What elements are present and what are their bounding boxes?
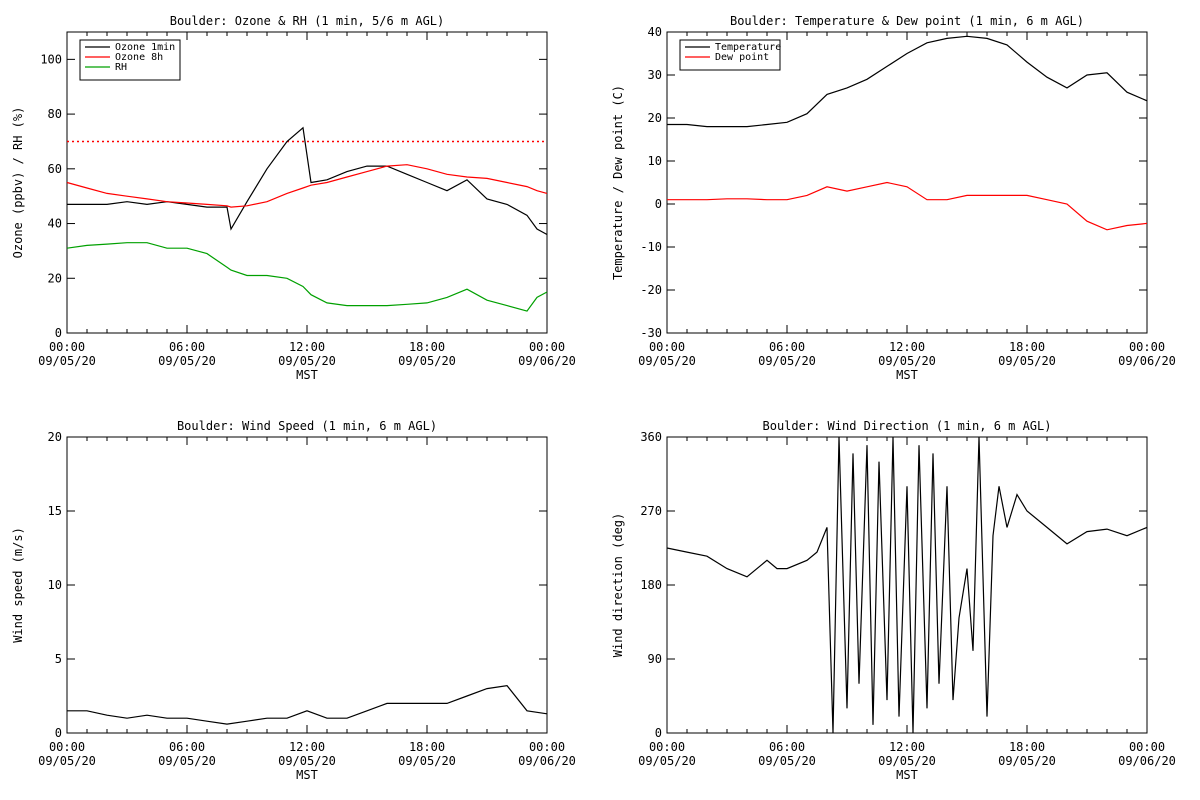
y-tick-label: 0 xyxy=(655,726,662,740)
x-tick-label-date: 09/05/20 xyxy=(758,354,816,368)
x-tick-label-date: 09/05/20 xyxy=(278,754,336,768)
y-tick-label: 30 xyxy=(648,68,662,82)
x-tick-label-date: 09/05/20 xyxy=(38,754,96,768)
chart-wind-speed: Boulder: Wind Speed (1 min, 6 m AGL) 0 5 10… xyxy=(11,419,576,782)
x-tick-label-date: 09/05/20 xyxy=(38,354,96,368)
series-line xyxy=(66,242,548,312)
x-tick-label-time: 06:00 xyxy=(169,340,205,354)
series-line xyxy=(67,684,548,725)
x-axis-label: MST xyxy=(296,768,318,782)
x-tick-label-date: 09/05/20 xyxy=(998,754,1056,768)
x-tick-label-date: 09/05/20 xyxy=(878,354,936,368)
chart-temperature-dewpoint: Boulder: Temperature & Dew point (1 min,… xyxy=(611,14,1176,382)
x-tick-label-date: 09/05/20 xyxy=(758,754,816,768)
y-tick-label: 360 xyxy=(640,430,662,444)
y-axis-label: Wind speed (m/s) xyxy=(11,527,25,643)
x-tick-label-date: 09/05/20 xyxy=(638,354,696,368)
legend-label: Ozone 8h xyxy=(115,52,163,63)
y-tick-label: 0 xyxy=(55,326,62,340)
x-tick-label-date: 09/05/20 xyxy=(638,754,696,768)
series-line xyxy=(667,35,1148,128)
x-tick-label-time: 18:00 xyxy=(409,740,445,754)
legend-label: RH xyxy=(115,62,127,73)
plot-frame xyxy=(666,31,1148,334)
y-tick-label: 80 xyxy=(48,107,62,121)
plot-frame xyxy=(666,436,1148,734)
legend-label: Temperature xyxy=(715,42,781,53)
y-axis-label: Ozone (ppbv) / RH (%) xyxy=(11,107,25,259)
x-tick-label-time: 00:00 xyxy=(529,740,565,754)
x-tick-label-time: 12:00 xyxy=(889,340,925,354)
x-tick-label-date: 09/06/20 xyxy=(518,354,576,368)
x-tick-label-date: 09/05/20 xyxy=(998,354,1056,368)
x-tick-label-time: 00:00 xyxy=(49,340,85,354)
x-tick-label-time: 00:00 xyxy=(649,340,685,354)
x-tick-label-date: 09/05/20 xyxy=(158,354,216,368)
x-tick-label-time: 00:00 xyxy=(1129,740,1165,754)
x-tick-label-date: 09/05/20 xyxy=(878,754,936,768)
x-tick-label-date: 09/05/20 xyxy=(398,754,456,768)
x-axis-label: MST xyxy=(896,368,918,382)
y-tick-label: 270 xyxy=(640,504,662,518)
x-tick-label-time: 06:00 xyxy=(169,740,205,754)
y-tick-label: 20 xyxy=(48,430,62,444)
y-tick-label: 0 xyxy=(55,726,62,740)
x-tick-label-date: 09/05/20 xyxy=(158,754,216,768)
plot-frame xyxy=(66,436,548,734)
y-tick-label: -10 xyxy=(640,240,662,254)
y-tick-label: 60 xyxy=(48,162,62,176)
series-line xyxy=(66,164,548,208)
y-tick-label: 10 xyxy=(48,578,62,592)
y-tick-label: 40 xyxy=(648,25,662,39)
x-tick-label-date: 09/06/20 xyxy=(518,754,576,768)
x-tick-label-time: 00:00 xyxy=(529,340,565,354)
chart-ozone-rh: Boulder: Ozone & RH (1 min, 5/6 m AGL) 0 2… xyxy=(11,14,576,382)
y-tick-label: 5 xyxy=(55,652,62,666)
x-tick-label-time: 00:00 xyxy=(1129,340,1165,354)
x-axis-label: MST xyxy=(296,368,318,382)
x-tick-label-time: 18:00 xyxy=(1009,340,1045,354)
legend-box xyxy=(679,39,781,71)
y-tick-label: 20 xyxy=(648,111,662,125)
x-tick-label-time: 00:00 xyxy=(649,740,685,754)
x-tick-label-time: 18:00 xyxy=(1009,740,1045,754)
y-tick-label: -20 xyxy=(640,283,662,297)
x-tick-label-date: 09/06/20 xyxy=(1118,354,1176,368)
x-tick-label-date: 09/05/20 xyxy=(398,354,456,368)
x-tick-label-date: 09/05/20 xyxy=(278,354,336,368)
x-tick-label-time: 00:00 xyxy=(49,740,85,754)
y-tick-label: -30 xyxy=(640,326,662,340)
y-axis-label: Temperature / Dew point (C) xyxy=(611,85,625,280)
series-line xyxy=(666,436,1148,734)
series-line xyxy=(67,126,548,236)
y-tick-label: 15 xyxy=(48,504,62,518)
y-tick-label: 180 xyxy=(640,578,662,592)
legend-label: Ozone 1min xyxy=(115,42,175,53)
series-line xyxy=(667,181,1148,231)
y-tick-label: 20 xyxy=(48,271,62,285)
y-axis-label: Wind direction (deg) xyxy=(611,513,625,658)
legend-label: Dew point xyxy=(715,52,769,63)
y-tick-label: 40 xyxy=(48,217,62,231)
x-tick-label-time: 12:00 xyxy=(889,740,925,754)
y-tick-label: 90 xyxy=(648,652,662,666)
x-tick-label-time: 06:00 xyxy=(769,740,805,754)
x-tick-label-time: 18:00 xyxy=(409,340,445,354)
x-tick-label-time: 06:00 xyxy=(769,340,805,354)
y-tick-label: 0 xyxy=(655,197,662,211)
y-tick-label: 10 xyxy=(648,154,662,168)
chart-wind-direction: Boulder: Wind Direction (1 min, 6 m AGL)… xyxy=(611,419,1176,782)
x-tick-label-date: 09/06/20 xyxy=(1118,754,1176,768)
chart-title: Boulder: Temperature & Dew point (1 min,… xyxy=(730,14,1084,28)
y-tick-label: 100 xyxy=(40,52,62,66)
x-tick-label-time: 12:00 xyxy=(289,340,325,354)
x-tick-label-time: 12:00 xyxy=(289,740,325,754)
chart-title: Boulder: Wind Direction (1 min, 6 m AGL) xyxy=(763,419,1052,433)
x-axis-label: MST xyxy=(896,768,918,782)
chart-title: Boulder: Ozone & RH (1 min, 5/6 m AGL) xyxy=(170,14,445,28)
chart-title: Boulder: Wind Speed (1 min, 6 m AGL) xyxy=(177,419,437,433)
